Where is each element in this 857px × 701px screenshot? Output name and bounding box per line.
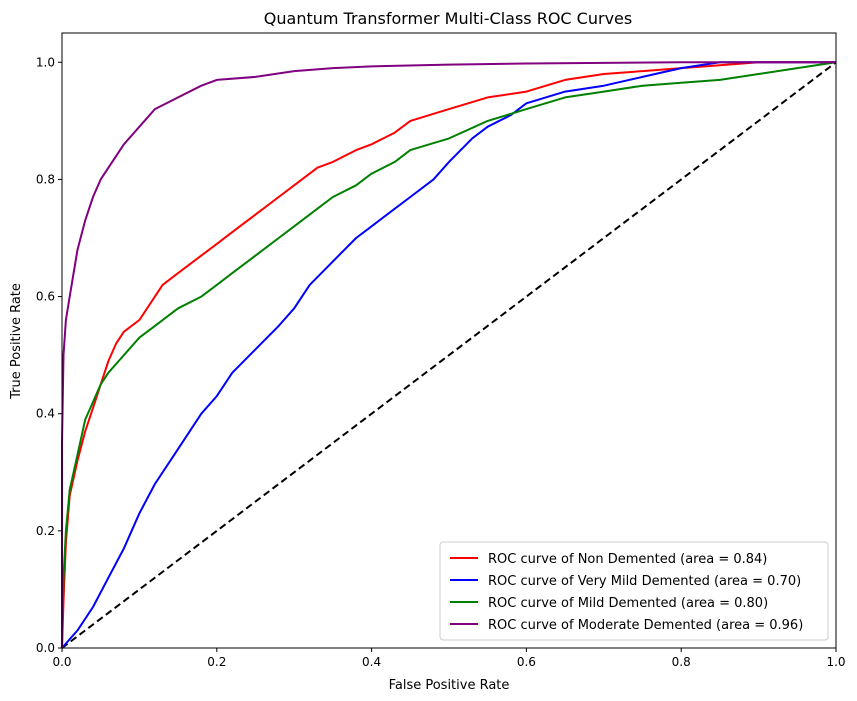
x-axis-label: False Positive Rate bbox=[389, 678, 510, 693]
y-axis: 0.0 0.2 0.4 0.6 0.8 1.0 bbox=[36, 55, 62, 655]
legend-entry-roc-curve-of-non-demented: ROC curve of Non Demented (area = 0.84) bbox=[488, 552, 767, 567]
legend-box bbox=[439, 541, 829, 641]
y-tick-label: 0.6 bbox=[36, 290, 55, 304]
x-tick-label: 0.4 bbox=[362, 655, 381, 669]
y-axis-label: True Positive Rate bbox=[9, 283, 24, 400]
y-tick-label: 0.4 bbox=[36, 407, 55, 421]
x-tick-label: 0.6 bbox=[517, 655, 536, 669]
series-layer bbox=[61, 61, 837, 649]
series-line-roc-curve-of-mild-demented bbox=[61, 61, 837, 649]
series-line-roc-curve-of-moderate-demented bbox=[61, 61, 836, 648]
x-tick-label: 0.0 bbox=[52, 655, 71, 669]
series-line-roc-curve-of-very-mild-demented bbox=[61, 61, 836, 649]
x-tick-label: 0.2 bbox=[207, 655, 226, 669]
chance-diagonal-line bbox=[61, 61, 837, 649]
x-tick-label: 0.8 bbox=[672, 655, 691, 669]
legend-entry-roc-curve-of-moderate-demented: ROC curve of Moderate Demented (area = 0… bbox=[488, 618, 803, 633]
y-tick-label: 0.8 bbox=[36, 172, 55, 186]
plot-frame bbox=[61, 32, 837, 649]
legend: ROC curve of Non Demented (area = 0.84) R… bbox=[439, 541, 829, 641]
chart-title: Quantum Transformer Multi-Class ROC Curv… bbox=[264, 9, 632, 28]
legend-entry-roc-curve-of-very-mild-demented: ROC curve of Very Mild Demented (area = … bbox=[488, 574, 801, 589]
x-tick-label: 1.0 bbox=[826, 655, 845, 669]
legend-entry-roc-curve-of-mild-demented: ROC curve of Mild Demented (area = 0.80) bbox=[488, 596, 768, 611]
y-tick-label: 0.0 bbox=[36, 641, 55, 655]
y-tick-label: 1.0 bbox=[36, 55, 55, 69]
x-axis: 0.0 0.2 0.4 0.6 0.8 1.0 bbox=[52, 648, 846, 669]
series-line-roc-curve-of-non-demented bbox=[61, 61, 836, 649]
y-tick-label: 0.2 bbox=[36, 524, 55, 538]
